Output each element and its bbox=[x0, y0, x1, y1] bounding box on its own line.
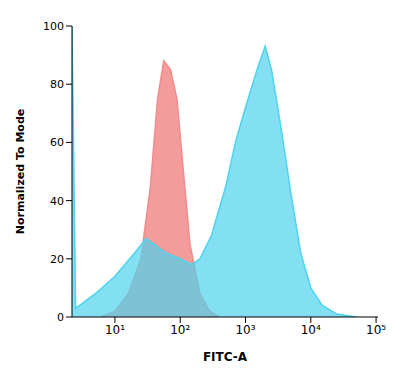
svg-text:10³: 10³ bbox=[235, 323, 255, 337]
svg-text:0: 0 bbox=[57, 311, 64, 324]
svg-text:10²: 10² bbox=[170, 323, 190, 337]
svg-text:10⁵: 10⁵ bbox=[366, 323, 386, 337]
svg-text:10⁴: 10⁴ bbox=[301, 323, 321, 337]
svg-text:FITC-A: FITC-A bbox=[203, 350, 248, 364]
svg-text:20: 20 bbox=[50, 253, 64, 266]
svg-text:80: 80 bbox=[50, 78, 64, 91]
svg-text:60: 60 bbox=[50, 136, 64, 149]
svg-text:10¹: 10¹ bbox=[105, 323, 125, 337]
svg-text:100: 100 bbox=[43, 20, 64, 33]
svg-text:Normalized To Mode: Normalized To Mode bbox=[14, 109, 27, 234]
svg-text:40: 40 bbox=[50, 195, 64, 208]
